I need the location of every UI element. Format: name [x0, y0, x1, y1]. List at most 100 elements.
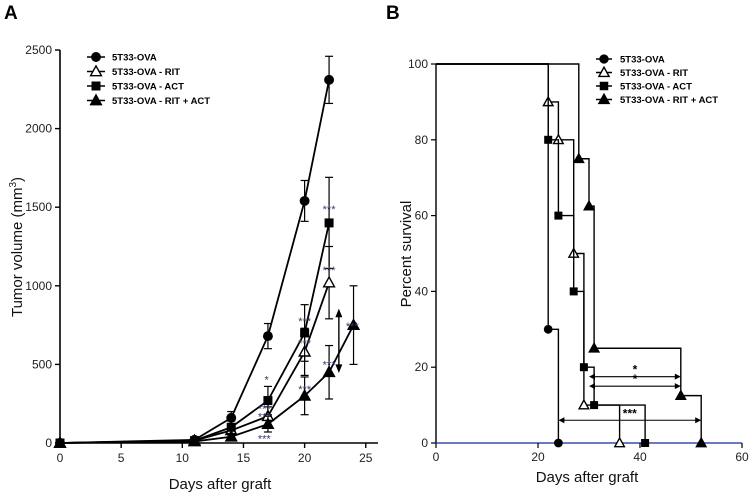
panel-a-significance-label: ***: [258, 403, 272, 415]
panel-a-y-tick-label: 0: [45, 436, 52, 450]
panel-b-x-tick-label: 40: [633, 450, 647, 464]
panel-b-legend-label-5t33-ova-rit: 5T33-OVA - RIT: [620, 68, 688, 79]
panel-b-comparison-arrow-right: [674, 373, 681, 380]
panel-b-comparison-arrow-right: [674, 383, 681, 390]
panel-a-x-axis-title: Days after graft: [169, 476, 272, 493]
panel-a-legend-label-5t33-ova-rit: 5T33-OVA - RIT: [112, 67, 180, 78]
panel-b-point-5t33-ova-rit-act: [695, 436, 708, 448]
panel-a-significance-label: ***: [323, 265, 337, 277]
panel-a-point-5t33-ova-rit-act: [187, 434, 202, 447]
panel-b-y-tick-label: 60: [415, 209, 429, 223]
panel-b-point-5t33-ova-act: [590, 401, 599, 410]
panel-b-significance-label: *: [633, 372, 638, 386]
panel-a-significance-label: *: [265, 374, 270, 386]
panel-b-legend-label-5t33-ova: 5T33-OVA: [620, 55, 665, 66]
panel-a-point-5t33-ova: [324, 74, 335, 85]
panel-a-x-tick-label: 15: [237, 451, 251, 465]
panel-b-point-5t33-ova-rit: [613, 436, 626, 448]
panel-b-significance-label: ***: [623, 406, 637, 420]
panel-b-legend-marker-5t33-ova-act: [599, 81, 609, 91]
panel-b: B 0 20 40 60 80 100 0 20 40 60 Days after graft P…: [386, 3, 749, 486]
panel-b-y-tick-label: 0: [421, 436, 428, 450]
panel-a-y-tick-label: 2500: [25, 43, 52, 57]
panel-a: A 0 500 1000 1500 2000 2500 0 5 10 15 20 25 Days af…: [4, 3, 378, 493]
panel-b-series: [436, 63, 708, 448]
panel-b-legend-label-5t33-ova-rit-act: 5T33-OVA - RIT + ACT: [620, 95, 718, 106]
panel-a-legend-label-5t33-ova-act: 5T33-OVA - ACT: [112, 82, 184, 93]
panel-a-arrow-head-up: [335, 308, 343, 318]
panel-b-point-5t33-ova: [543, 324, 553, 334]
panel-b-x-tick-label: 60: [735, 450, 749, 464]
panel-a-annotations: *******************************: [258, 204, 360, 446]
panel-b-legend: 5T33-OVA 5T33-OVA - RIT 5T33-OVA - ACT 5T33…: [596, 54, 718, 106]
panel-a-y-tick-label: 1000: [25, 279, 52, 293]
panel-a-y-tick-label: 500: [32, 357, 52, 371]
panel-a-series: [53, 55, 361, 448]
panel-b-y-tick-label: 40: [415, 284, 429, 298]
panel-a-legend-marker-5t33-ova: [91, 52, 101, 62]
panel-b-legend-label-5t33-ova-act: 5T33-OVA - ACT: [620, 82, 692, 93]
panel-b-point-5t33-ova-act: [641, 439, 650, 447]
panel-a-x-tick-label: 0: [57, 451, 64, 465]
panel-b-y-tick-label: 80: [415, 133, 429, 147]
panel-b-comparison-arrow-left: [589, 373, 595, 380]
panel-a-point-5t33-ova-act: [324, 218, 334, 228]
panel-b-survival-curve-5t33-ova: [436, 63, 560, 443]
panel-b-comparison-arrow-left: [558, 417, 565, 424]
panel-b-x-tick-label: 0: [433, 450, 440, 464]
panel-a-axes: 0 500 1000 1500 2000 2500 0 5 10 15 20 25: [25, 43, 378, 465]
panel-b-y-tick-label: 100: [408, 57, 428, 71]
panel-a-significance-label: ***: [323, 359, 337, 371]
panel-a-point-5t33-ova-act: [226, 422, 236, 432]
panel-a-point-5t33-ova-rit-act: [298, 388, 312, 401]
panel-a-arrow-head-down: [335, 364, 343, 374]
panel-b-point-5t33-ova-rit-act: [583, 199, 595, 211]
panel-b-point-5t33-ova-act: [569, 287, 578, 296]
panel-a-significance-label: ***: [323, 204, 337, 216]
panel-b-point-5t33-ova: [554, 438, 563, 448]
panel-b-legend-marker-5t33-ova: [599, 54, 609, 64]
panel-b-y-tick-label: 20: [415, 360, 429, 374]
panel-a-legend-label-5t33-ova: 5T33-OVA: [112, 53, 157, 64]
panel-b-legend-marker-5t33-ova-rit-act: [597, 92, 611, 105]
panel-a-x-tick-label: 20: [298, 451, 312, 465]
panel-b-point-5t33-ova-rit-act: [674, 389, 687, 401]
panel-b-point-5t33-ova-rit: [577, 398, 590, 410]
panel-b-label: B: [386, 3, 400, 24]
panel-a-x-tick-label: 10: [176, 451, 190, 465]
panel-b-comparison-arrow-left: [589, 383, 595, 390]
panel-a-y-tick-label: 2000: [25, 122, 52, 136]
panel-b-x-axis-title: Days after graft: [536, 469, 639, 486]
panel-b-legend-marker-5t33-ova-rit: [597, 65, 611, 78]
panel-b-point-5t33-ova-act: [544, 135, 553, 144]
panel-a-significance-label: ***: [258, 433, 272, 445]
panel-b-point-5t33-ova-act: [579, 363, 588, 372]
panel-a-point-5t33-ova-rit-act: [346, 318, 361, 330]
panel-b-x-tick-label: 20: [531, 450, 545, 464]
panel-a-y-axis-title: Tumor volume (mm3): [8, 177, 26, 317]
panel-a-point-5t33-ova-rit: [322, 275, 336, 288]
panel-a-y-axis-title-main: Tumor volume (mm: [9, 188, 26, 317]
panel-a-point-5t33-ova: [299, 195, 310, 206]
panel-a-point-5t33-ova: [262, 331, 273, 342]
panel-a-series-line-5t33-ova-act: [59, 222, 330, 444]
panel-a-point-5t33-ova-rit-act: [224, 429, 238, 442]
panel-a-x-tick-label: 5: [118, 451, 125, 465]
panel-a-significance-label: ***: [258, 411, 272, 423]
panel-a-y-axis-title-sup: 3: [8, 182, 19, 188]
panel-a-y-axis-title-end: ): [9, 177, 26, 182]
panel-b-annotations: *****: [558, 363, 702, 424]
panel-a-x-tick-label: 25: [359, 451, 373, 465]
panel-a-legend-marker-5t33-ova-rit-act: [89, 93, 103, 106]
panel-a-legend: 5T33-OVA 5T33-OVA - RIT 5T33-OVA - ACT 5T33…: [87, 52, 210, 107]
panel-a-significance-label: ***: [298, 384, 312, 396]
panel-a-significance-label: ***: [346, 321, 360, 333]
panel-a-significance-label: ***: [298, 338, 312, 350]
panel-b-significance-label: *: [633, 363, 638, 377]
panel-a-point-5t33-ova-act: [300, 328, 310, 338]
panel-a-point-5t33-ova-rit-act: [322, 365, 336, 378]
panel-b-y-axis-title: Percent survival: [398, 201, 415, 308]
panel-a-legend-label-5t33-ova-rit-act: 5T33-OVA - RIT + ACT: [112, 96, 210, 107]
panel-b-point-5t33-ova-rit-act: [572, 152, 585, 164]
